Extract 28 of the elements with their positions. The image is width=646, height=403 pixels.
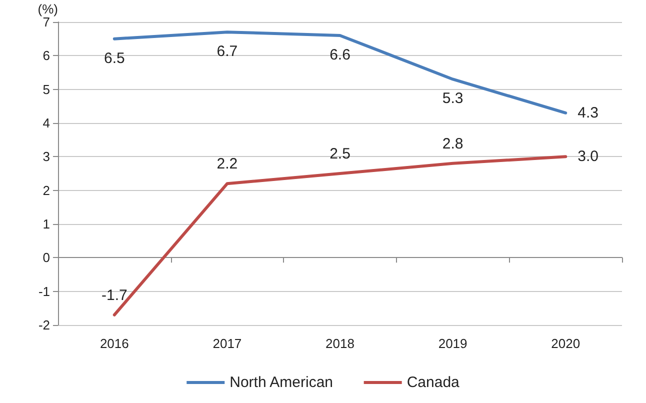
- x-tick-label: 2019: [438, 336, 468, 351]
- data-label: -1.7: [101, 286, 128, 304]
- y-tick-label: 6: [42, 48, 50, 64]
- data-label: 6.6: [330, 46, 350, 64]
- x-tick-label: 2016: [100, 336, 129, 351]
- data-label: 5.3: [442, 90, 464, 108]
- legend-label: Canada: [406, 374, 460, 391]
- data-label: 2.2: [216, 156, 238, 173]
- data-label: 2.5: [330, 146, 350, 162]
- y-tick-label: 5: [42, 82, 50, 97]
- data-label: 2.8: [442, 135, 464, 152]
- y-tick-label: -2: [38, 318, 50, 332]
- y-tick-label: 4: [42, 116, 50, 130]
- legend-label: North American: [230, 374, 333, 391]
- y-tick-label: -1: [38, 284, 50, 299]
- y-tick-label: 3: [42, 149, 50, 164]
- x-tick-label: 2018: [326, 336, 354, 351]
- y-tick-label: 7: [42, 14, 50, 30]
- data-label: 4.3: [578, 104, 598, 122]
- x-tick-label: 2020: [551, 336, 580, 351]
- data-label: 6.5: [104, 50, 125, 67]
- data-label: 6.7: [216, 43, 238, 60]
- x-tick-label: 2017: [212, 336, 242, 351]
- y-tick-label: 1: [42, 216, 50, 232]
- data-label: 3.0: [578, 148, 598, 166]
- y-tick-label: 2: [42, 182, 50, 198]
- y-tick-label: 0: [42, 250, 50, 266]
- y-axis-title: (%): [38, 2, 58, 17]
